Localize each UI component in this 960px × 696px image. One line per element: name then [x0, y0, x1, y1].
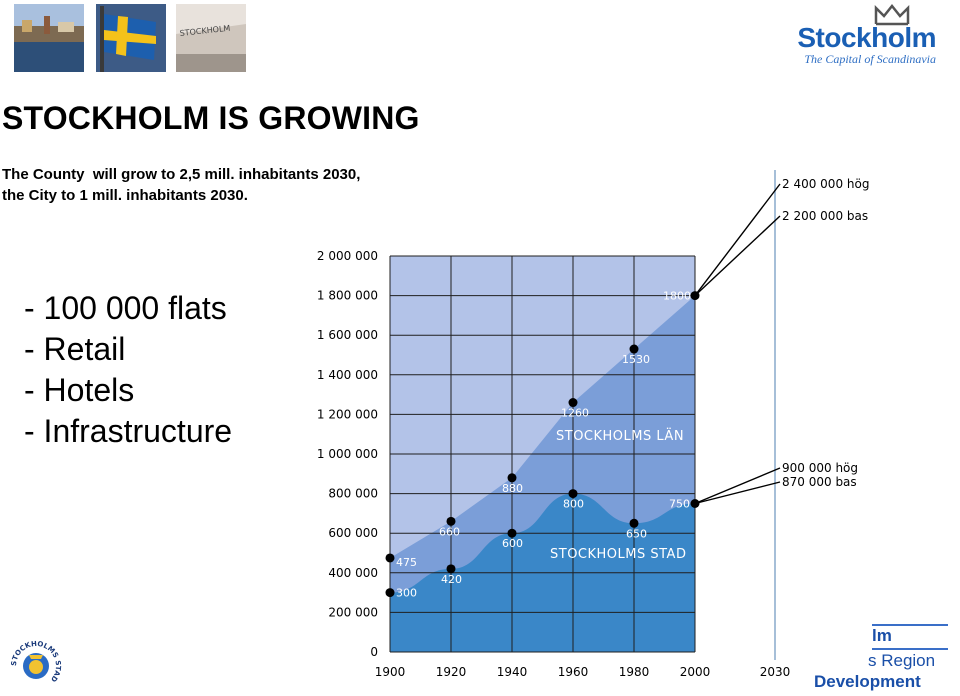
projection-label: 870 000 bas: [782, 475, 857, 489]
population-chart: 0 200 000 400 000 600 000 800 000 1 000 000 1 …: [317, 170, 869, 679]
county-point: [385, 553, 395, 563]
swedish-flag-photo: [96, 4, 166, 72]
y-tick-label: 1 600 000: [317, 328, 378, 342]
city-point: [507, 528, 517, 538]
y-tick-label: 1 000 000: [317, 447, 378, 461]
city-point: [446, 564, 456, 574]
bullet-list: - 100 000 flats - Retail - Hotels - Infr…: [24, 288, 232, 452]
x-tick-label: 2030: [760, 665, 791, 679]
county-series-label: STOCKHOLMS LÄN: [556, 428, 684, 444]
brand-tagline: The Capital of Scandinavia: [804, 52, 936, 66]
stockholm-sign-photo: STOCKHOLM: [176, 4, 246, 72]
county-point: [629, 344, 639, 354]
subtitle: The County will grow to 2,5 mill. inhabi…: [2, 164, 432, 206]
city-series-label: STOCKHOLMS STAD: [550, 547, 686, 562]
projection-label: 900 000 hög: [782, 461, 858, 475]
bullet-item: - Retail: [24, 331, 126, 367]
city-data-label: 300: [396, 587, 417, 600]
county-point: [568, 398, 578, 408]
subtitle-line-2: the City to 1 mill. inhabitants 2030.: [2, 187, 248, 204]
bullet-item: - 100 000 flats: [24, 290, 227, 326]
logo-line-3: Development: [814, 672, 921, 691]
y-tick-label: 1 200 000: [317, 407, 378, 421]
x-tick-label: 1900: [375, 665, 406, 679]
projection-line: [694, 215, 781, 297]
logo-line-1: lm: [872, 626, 892, 645]
bullet-item: - Hotels: [24, 372, 135, 408]
city-data-label: 420: [441, 573, 462, 586]
x-tick-label: 1960: [558, 665, 589, 679]
projection-line: [694, 481, 781, 505]
city-data-label: 800: [563, 498, 584, 511]
stockholm-brand-logo: Stockholm The Capital of Scandinavia: [796, 4, 937, 66]
bullet-item: - Infrastructure: [24, 413, 233, 449]
county-data-label: 1530: [622, 353, 650, 366]
x-tick-label: 1940: [497, 665, 528, 679]
county-data-label: 475: [396, 556, 417, 569]
city-data-label: 600: [502, 537, 523, 550]
city-harbour-photo: [14, 4, 84, 72]
city-point: [568, 489, 578, 499]
projection-line: [694, 467, 781, 505]
page-title: STOCKHOLM IS GROWING: [2, 100, 420, 136]
city-data-label: 650: [626, 527, 647, 540]
county-data-label: 1260: [561, 407, 589, 420]
crown-icon: [874, 4, 910, 26]
county-data-label: 880: [502, 482, 523, 495]
county-point: [446, 516, 456, 526]
county-data-label: 1800: [663, 290, 691, 303]
county-point: [507, 473, 517, 483]
city-point: [385, 588, 395, 598]
y-tick-label: 800 000: [328, 487, 378, 501]
brand-name: Stockholm: [797, 22, 936, 53]
logo-line-2: s Region: [868, 651, 936, 670]
projection-label: 2 200 000 bas: [782, 209, 868, 223]
x-tick-label: 1920: [436, 665, 467, 679]
city-seal-logo: STOCKHOLMS STAD: [10, 640, 62, 684]
y-tick-label: 600 000: [328, 526, 378, 540]
city-point: [690, 499, 700, 508]
y-tick-label: 0: [370, 645, 378, 659]
city-point: [629, 518, 639, 528]
county-point: [690, 291, 700, 301]
subtitle-line-1: The County will grow to 2,5 mill. inhabi…: [2, 166, 361, 183]
projection-line: [694, 183, 781, 297]
y-tick-label: 1 400 000: [317, 368, 378, 382]
y-tick-label: 400 000: [328, 566, 378, 580]
x-tick-label: 1980: [619, 665, 650, 679]
projection-label: 2 400 000 hög: [782, 177, 869, 191]
y-tick-label: 1 800 000: [317, 289, 378, 303]
y-tick-label: 200 000: [328, 605, 378, 619]
region-development-logo: lm s Region Development: [812, 622, 960, 696]
x-tick-label: 2000: [680, 665, 711, 679]
city-data-label: 750: [669, 498, 690, 511]
county-data-label: 660: [439, 525, 460, 538]
y-tick-label: 2 000 000: [317, 249, 378, 263]
